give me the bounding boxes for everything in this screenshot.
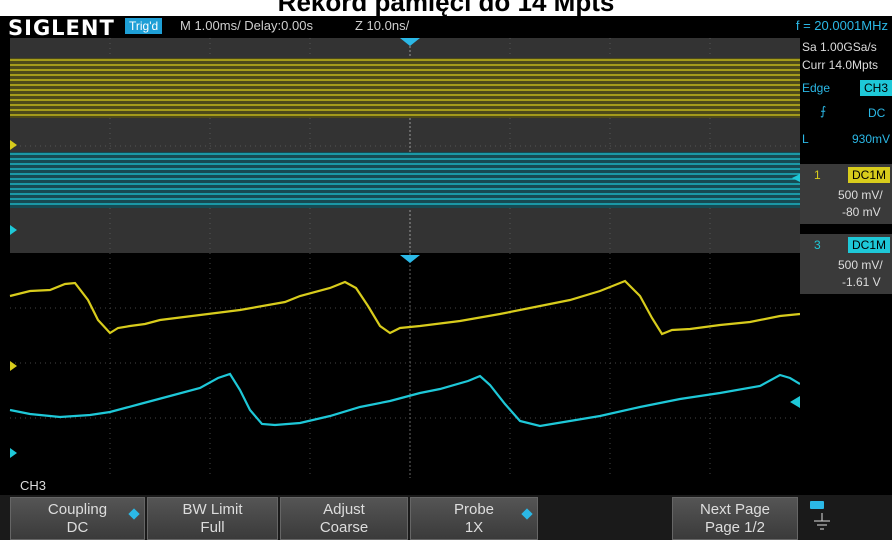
status-bar: SIGLENT Trig'd M 1.00ms/ Delay:0.00s Z 1… bbox=[0, 16, 892, 40]
ch3-zoom-trace bbox=[9, 372, 800, 428]
zoom-grid bbox=[10, 253, 800, 478]
adjust-label: Adjust bbox=[323, 501, 365, 518]
zoom-timebase: Z 10.0ns/ bbox=[355, 18, 410, 33]
ch1-level-marker-main bbox=[10, 140, 17, 150]
trigger-level-marker-zoom bbox=[790, 396, 800, 408]
memory-depth: Curr 14.0Mpts bbox=[802, 58, 879, 72]
waveform-display bbox=[9, 38, 800, 478]
usb-ground-status-icon bbox=[808, 499, 848, 539]
next-page-label: Next Page bbox=[699, 501, 771, 518]
ch1-level-marker-zoom bbox=[10, 361, 17, 371]
trigger-type: Edge bbox=[802, 81, 831, 95]
ch1-offset: -80 mV bbox=[842, 205, 881, 219]
ch1-scale: 500 mV/ bbox=[838, 188, 883, 202]
ch3-scale: 500 mV/ bbox=[838, 258, 883, 272]
ch1-zoom-trace bbox=[9, 279, 800, 336]
ch1-coupling-badge: DC1M bbox=[848, 167, 891, 183]
trigger-source-badge: CH3 bbox=[860, 80, 892, 96]
next-page-button[interactable]: Next Page Page 1/2 bbox=[672, 497, 798, 540]
trigger-position-marker-zoom bbox=[400, 255, 420, 263]
probe-label: Probe bbox=[453, 501, 495, 518]
coupling-value: DC bbox=[66, 519, 89, 536]
bw-limit-value: Full bbox=[200, 519, 225, 536]
ch3-info-box[interactable]: 3 DC1M 500 mV/ -1.61 V bbox=[800, 234, 892, 294]
ch3-number: 3 bbox=[814, 238, 821, 252]
ch3-level-marker-main bbox=[10, 225, 17, 235]
trigger-status-badge: Trig'd bbox=[125, 18, 163, 34]
ch1-number: 1 bbox=[814, 168, 821, 182]
ch3-offset: -1.61 V bbox=[842, 275, 881, 289]
coupling-button[interactable]: Coupling DC bbox=[10, 497, 145, 540]
menu-title: CH3 bbox=[20, 478, 47, 493]
info-panel: Sa 1.00GSa/s Curr 14.0Mpts Edge CH3 ⨍ DC… bbox=[800, 38, 892, 478]
rising-edge-icon: ⨍ bbox=[820, 104, 827, 118]
adjust-value: Coarse bbox=[319, 519, 369, 536]
trigger-coupling: DC bbox=[868, 106, 886, 120]
probe-button[interactable]: Probe 1X bbox=[410, 497, 538, 540]
probe-value: 1X bbox=[464, 519, 484, 536]
frequency-readout: f = 20.0001MHz bbox=[795, 18, 888, 33]
softkey-bar: Coupling DC BW Limit Full Adjust Coarse … bbox=[0, 495, 892, 540]
caption-text: Rekord pamięci do 14 Mpts bbox=[277, 0, 615, 16]
ch3-level-marker-zoom bbox=[10, 448, 17, 458]
ch1-info-box[interactable]: 1 DC1M 500 mV/ -80 mV bbox=[800, 164, 892, 224]
trigger-level-label: L bbox=[802, 132, 809, 146]
trigger-level: 930mV bbox=[852, 132, 891, 146]
ch3-envelope bbox=[10, 152, 800, 208]
trigger-level-marker-main bbox=[792, 174, 800, 182]
siglent-logo: SIGLENT bbox=[8, 16, 115, 40]
ch1-envelope bbox=[10, 58, 800, 118]
bw-limit-button[interactable]: BW Limit Full bbox=[147, 497, 278, 540]
sample-rate: Sa 1.00GSa/s bbox=[802, 40, 877, 54]
main-timebase: M 1.00ms/ Delay:0.00s bbox=[180, 18, 313, 33]
caption-banner: Rekord pamięci do 14 Mpts bbox=[0, 0, 892, 16]
adjust-button[interactable]: Adjust Coarse bbox=[280, 497, 408, 540]
coupling-label: Coupling bbox=[47, 501, 108, 518]
trigger-position-marker-top bbox=[400, 38, 420, 46]
bw-limit-label: BW Limit bbox=[182, 501, 243, 518]
ch3-coupling-badge: DC1M bbox=[848, 237, 891, 253]
next-page-value: Page 1/2 bbox=[704, 519, 766, 536]
